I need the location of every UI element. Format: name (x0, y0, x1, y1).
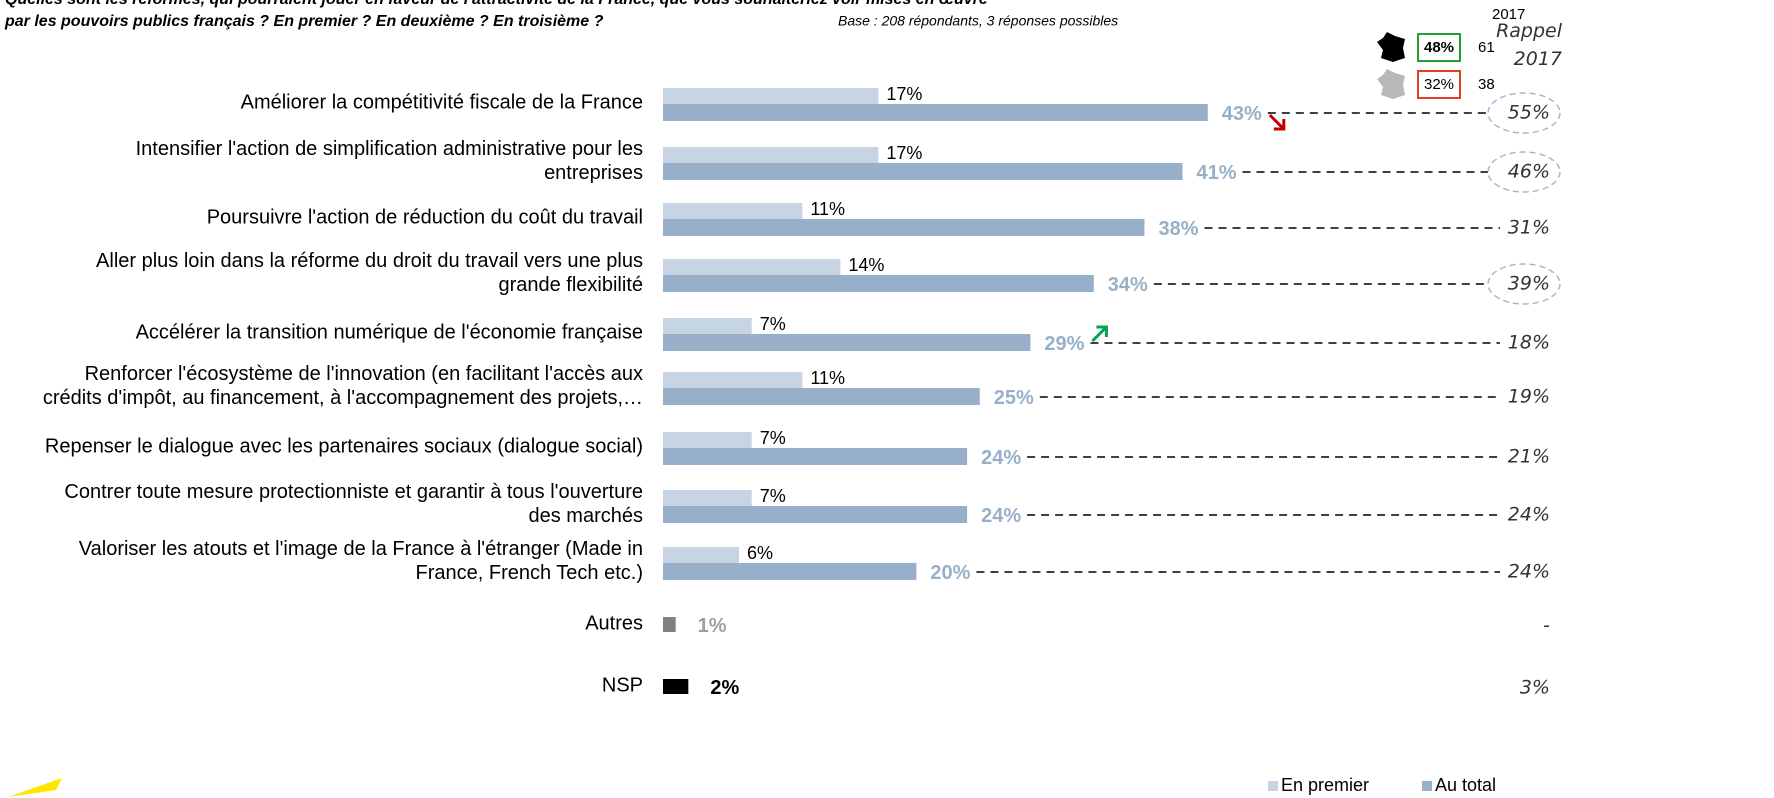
category-label: Repenser le dialogue avec les partenaire… (45, 435, 643, 457)
bar-total (663, 617, 676, 632)
recall-value: 18% (1508, 332, 1550, 354)
inset-box (1417, 33, 1461, 62)
legend-label: En premier (1281, 775, 1369, 795)
category-label: Intensifier l'action de simplification a… (136, 138, 643, 184)
bar-total (663, 563, 917, 580)
legend-swatch (1268, 781, 1278, 791)
value-label-total: 29% (1044, 333, 1084, 355)
trend-arrow (1091, 325, 1108, 343)
trend-arrow (1268, 113, 1286, 131)
value-label-first: 14% (848, 255, 884, 275)
value-label-total: 43% (1222, 103, 1262, 125)
recall-value: 19% (1508, 386, 1550, 408)
value-label-first: 11% (810, 199, 845, 219)
value-label-total: 2% (710, 677, 739, 699)
inset-value: 48% (1424, 39, 1454, 56)
inset-ref: 38 (1478, 76, 1495, 93)
value-label-first: 6% (747, 543, 773, 563)
bar-total (663, 163, 1183, 180)
chart-subtitle: par les pouvoirs publics français ? En p… (4, 13, 604, 30)
category-label: Contrer toute mesure protectionniste et … (64, 481, 643, 527)
logo-swoosh (8, 778, 62, 797)
bar-first (663, 88, 879, 104)
category-label: Poursuivre l'action de réduction du coût… (207, 206, 643, 228)
value-label-total: 41% (1196, 162, 1236, 184)
category-label: NSP (602, 674, 643, 696)
recall-title: Rappel 2017 (1496, 20, 1563, 70)
value-label-total: 20% (930, 562, 970, 584)
bar-first (663, 547, 740, 563)
recall-value: 55% (1508, 102, 1550, 124)
bar-total (663, 679, 689, 694)
category-label: Renforcer l'écosystème de l'innovation (… (43, 363, 643, 409)
value-label-first: 7% (760, 428, 786, 448)
bar-total (663, 104, 1208, 121)
bar-first (663, 203, 803, 219)
chart-title: Quelles sont les réformes, qui pourraien… (5, 0, 988, 8)
value-label-total: 34% (1108, 274, 1148, 296)
recall-value: 39% (1508, 273, 1550, 295)
bar-first (663, 490, 752, 506)
recall-value: 24% (1508, 561, 1550, 583)
recall-value: 46% (1508, 161, 1550, 183)
bar-total (663, 448, 968, 465)
bar-first (663, 432, 752, 448)
legend-label: Au total (1435, 775, 1496, 795)
value-label-total: 24% (981, 447, 1021, 469)
bar-total (663, 334, 1031, 351)
category-label: Accélérer la transition numérique de l'é… (136, 321, 643, 343)
category-label: Autres (585, 612, 643, 634)
recall-value: 3% (1520, 677, 1550, 699)
category-label: Améliorer la compétitivité fiscale de la… (241, 91, 643, 113)
bar-total (663, 219, 1145, 236)
recall-value: 31% (1508, 217, 1550, 239)
inset-value: 32% (1424, 76, 1454, 93)
france-icon (1377, 69, 1405, 99)
recall-value: 21% (1508, 446, 1550, 468)
value-label-total: 24% (981, 505, 1021, 527)
recall-highlight (1487, 263, 1561, 305)
value-label-total: 25% (994, 387, 1034, 409)
bar-first (663, 147, 879, 163)
category-label: Aller plus loin dans la réforme du droit… (96, 250, 643, 296)
recall-value: 24% (1508, 504, 1550, 526)
bar-first (663, 318, 752, 334)
recall-highlight (1487, 151, 1561, 193)
category-label: Valoriser les atouts et l'image de la Fr… (79, 538, 643, 584)
value-label-first: 17% (886, 84, 922, 104)
bar-first (663, 372, 803, 388)
legend-swatch (1422, 781, 1432, 791)
value-label-first: 7% (760, 486, 786, 506)
bar-total (663, 506, 968, 523)
bar-total (663, 388, 980, 405)
value-label-first: 11% (810, 368, 845, 388)
bar-first (663, 259, 841, 275)
value-label-total: 38% (1158, 218, 1198, 240)
recall-highlight (1487, 92, 1561, 134)
value-label-first: 17% (886, 143, 922, 163)
base-note: Base : 208 répondants, 3 réponses possib… (838, 13, 1118, 29)
inset-header: 2017 (1492, 6, 1525, 23)
bar-total (663, 275, 1094, 292)
france-icon (1377, 32, 1405, 62)
recall-value: - (1543, 615, 1550, 637)
inset-ref: 61 (1478, 39, 1495, 56)
value-label-total: 1% (698, 615, 727, 637)
inset-box (1417, 70, 1461, 99)
value-label-first: 7% (760, 314, 786, 334)
